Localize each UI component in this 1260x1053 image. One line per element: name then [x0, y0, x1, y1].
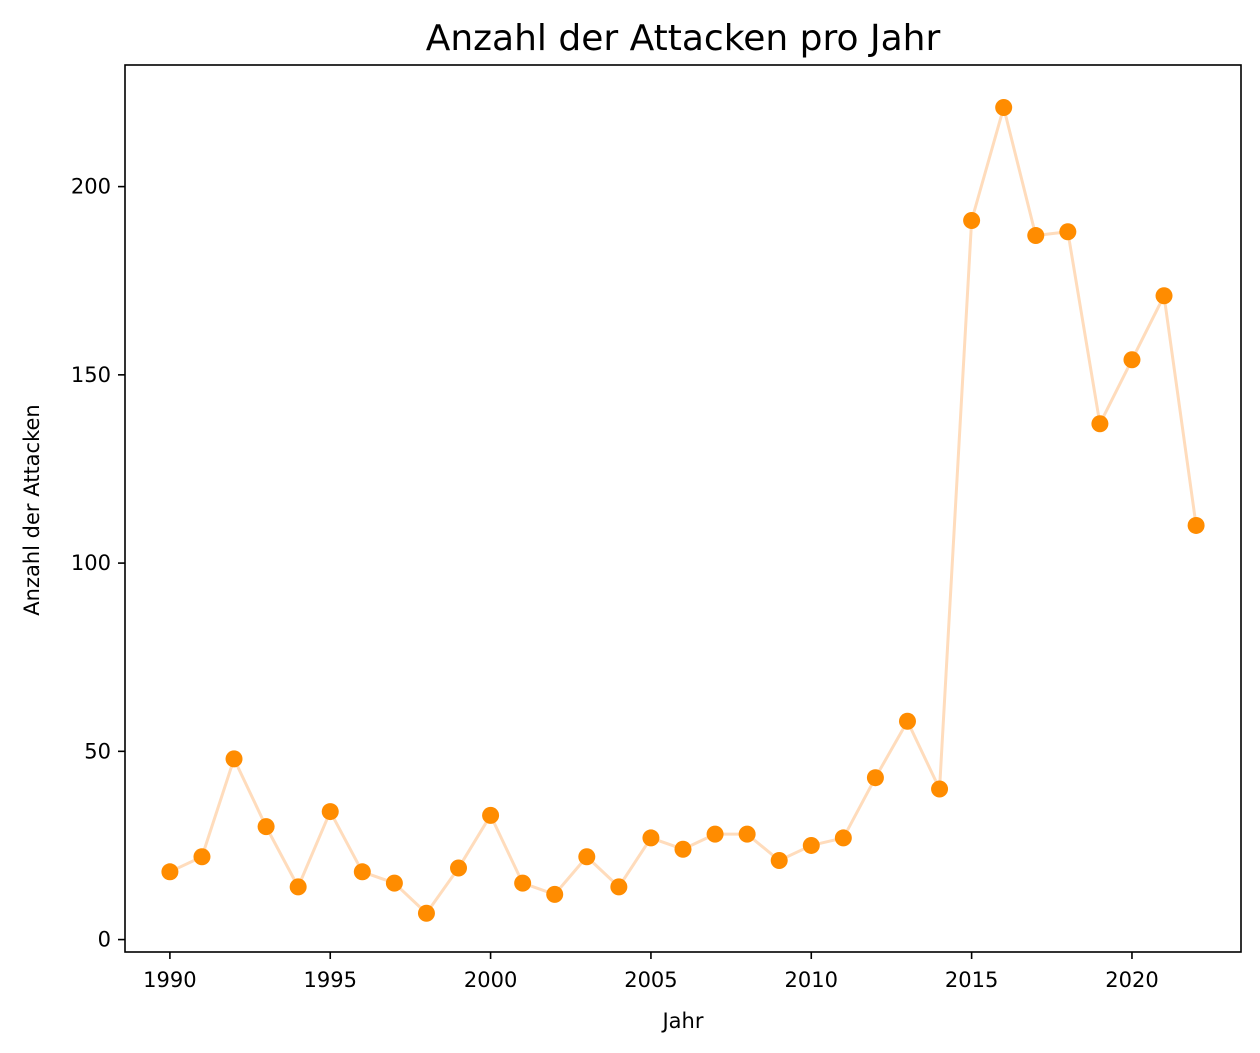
data-point-2018 — [1059, 223, 1077, 241]
y-tick-label: 200 — [71, 175, 111, 199]
chart-title: Anzahl der Attacken pro Jahr — [426, 18, 941, 59]
series-line — [169, 106, 1198, 915]
plot-layer — [161, 99, 1205, 922]
data-point-2020 — [1123, 351, 1141, 369]
data-point-2006 — [674, 840, 692, 858]
data-point-2002 — [546, 885, 564, 903]
data-point-2014 — [931, 780, 949, 798]
data-point-2001 — [514, 874, 532, 892]
x-tick-label: 1995 — [304, 968, 357, 992]
data-point-1992 — [225, 750, 243, 768]
x-tick-label: 2020 — [1105, 968, 1158, 992]
data-point-2016 — [995, 99, 1013, 117]
data-point-2015 — [963, 211, 981, 229]
y-tick-label: 0 — [98, 928, 111, 952]
data-point-1994 — [289, 878, 307, 896]
data-point-2007 — [706, 825, 724, 843]
x-tick-label: 2015 — [945, 968, 998, 992]
data-point-2005 — [642, 829, 660, 847]
data-point-2000 — [482, 806, 500, 824]
data-point-2022 — [1187, 516, 1205, 534]
data-point-2011 — [834, 829, 852, 847]
data-point-1996 — [353, 863, 371, 881]
data-point-2003 — [578, 848, 596, 866]
data-point-1990 — [161, 863, 179, 881]
y-tick-label: 100 — [71, 551, 111, 575]
data-point-2017 — [1027, 227, 1045, 245]
data-point-1997 — [385, 874, 403, 892]
data-point-2008 — [738, 825, 756, 843]
y-tick-label: 150 — [71, 363, 111, 387]
data-point-2021 — [1155, 287, 1173, 305]
data-point-2010 — [802, 836, 820, 854]
x-tick-label: 2005 — [624, 968, 677, 992]
axes-frame — [124, 64, 1242, 953]
data-point-1995 — [321, 803, 339, 821]
data-point-2019 — [1091, 415, 1109, 433]
x-tick-label: 2000 — [464, 968, 517, 992]
y-axis-ticks: 0 50 100 150 200 — [71, 175, 125, 952]
data-point-2004 — [610, 878, 628, 896]
data-point-2013 — [898, 712, 916, 730]
data-point-1999 — [450, 859, 468, 877]
data-point-1991 — [193, 848, 211, 866]
data-point-2012 — [866, 769, 884, 787]
y-axis-label: Anzahl der Attacken — [20, 404, 44, 615]
y-tick-label: 50 — [84, 739, 111, 763]
x-tick-label: 2010 — [785, 968, 838, 992]
data-point-1993 — [257, 818, 275, 836]
x-axis-label: Jahr — [660, 1009, 703, 1033]
data-point-1998 — [417, 904, 435, 922]
x-axis-ticks: 1990 1995 2000 2005 2010 2015 2020 — [143, 952, 1159, 992]
x-tick-label: 1990 — [143, 968, 196, 992]
data-point-2009 — [770, 852, 788, 870]
